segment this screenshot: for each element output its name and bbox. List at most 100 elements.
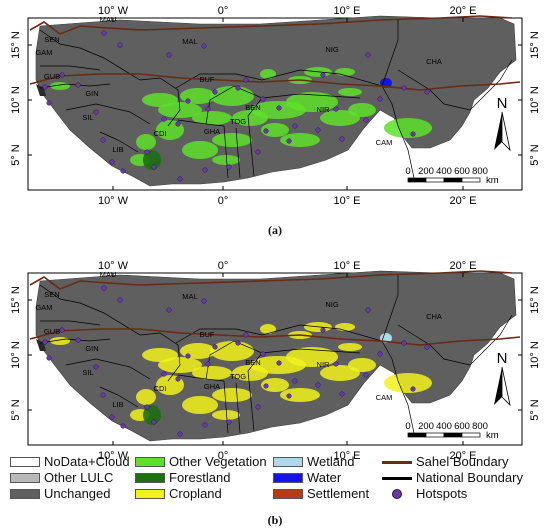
coast-islands: [36, 84, 46, 96]
legend-swatch: [10, 457, 40, 467]
lon-label-top: 10° E: [333, 260, 360, 272]
caption-a: (a): [268, 223, 282, 237]
legend-swatch: [273, 489, 303, 499]
hotspot-dot: [226, 419, 232, 425]
lat-label-right: 5° N: [529, 144, 541, 166]
country-label: BUF: [200, 75, 215, 84]
lon-label-bottom: 10° E: [333, 450, 360, 462]
hotspot-dot: [377, 351, 383, 357]
scale-tick-label: 600: [454, 166, 470, 177]
country-label: GAM: [35, 48, 52, 57]
legend-swatch: [10, 473, 40, 483]
country-label: GHA: [204, 382, 220, 391]
hotspot-dot: [101, 30, 107, 36]
national-boundary: [40, 65, 101, 71]
sahel-boundary-south: [29, 328, 521, 346]
national-boundary: [175, 69, 383, 89]
lat-label-left: 10° N: [10, 341, 22, 369]
scale-tick-label: 400: [436, 166, 452, 177]
hotspot-dot: [109, 159, 115, 165]
change-patch: [384, 373, 432, 393]
country-label: SIL: [82, 368, 93, 377]
north-arrow: [494, 112, 502, 150]
legend-label: Forestland: [169, 470, 231, 485]
sahel-boundary-north: [29, 270, 513, 290]
hotspot-dot: [42, 84, 48, 90]
hotspot-dot: [410, 131, 416, 137]
hotspot-dot: [255, 149, 261, 155]
legend-label: National Boundary: [416, 470, 523, 485]
change-patch: [320, 365, 360, 381]
lon-label-top: 20° E: [449, 5, 476, 17]
national-boundary: [65, 358, 151, 380]
change-patch: [192, 366, 232, 380]
hotspot-dot: [59, 72, 65, 78]
hotspot-dot: [202, 422, 208, 428]
hotspot-dot: [144, 149, 150, 155]
lon-label-bottom: 0°: [218, 450, 229, 462]
hotspot-dot: [202, 167, 208, 173]
country-label: MAU: [100, 15, 117, 24]
hotspot-dot: [315, 127, 321, 133]
hotspot-dot: [365, 52, 371, 58]
hotspot-dot: [339, 391, 345, 397]
caption-b: (b): [267, 513, 283, 527]
change-patch: [280, 133, 320, 147]
hotspot-dot: [401, 85, 407, 91]
hotspot-dot: [42, 339, 48, 345]
national-boundary: [223, 380, 229, 434]
map-b: MAU SEN GAM GUB GIN SIL LIB CDI GHA TOG BEN BUF MAL N…: [10, 260, 541, 462]
scale-bar-segment: [425, 432, 445, 438]
scale-tick-label: 800: [472, 166, 488, 177]
legend-label: Settlement: [307, 486, 370, 501]
legend-swatch: [135, 457, 165, 467]
country-label: BUF: [200, 330, 215, 339]
hotspot-dot: [161, 371, 167, 377]
national-boundary: [381, 20, 399, 87]
national-boundary: [205, 85, 263, 125]
lon-label-top: 20° E: [449, 260, 476, 272]
scale-tick-label: 800: [472, 421, 488, 432]
country-label: GIN: [85, 344, 98, 353]
lon-label-top: 0°: [218, 5, 229, 17]
lon-label-top: 10° W: [98, 260, 129, 272]
hotspot-dot: [424, 344, 430, 350]
national-boundary: [381, 275, 399, 342]
hotspot-dot: [363, 117, 369, 123]
scale-bar-segment: [407, 432, 427, 438]
national-boundary: [39, 284, 141, 336]
national-boundary: [223, 125, 229, 179]
lat-label-right: 15° N: [529, 31, 541, 59]
lat-label-left: 15° N: [10, 31, 22, 59]
lon-label-top: 10° W: [98, 5, 129, 17]
hotspot-dot: [243, 332, 249, 338]
change-patch: [180, 343, 216, 359]
change-patch: [212, 410, 240, 420]
legend-swatch: [382, 477, 412, 480]
hotspot-dot: [151, 419, 157, 425]
hotspot-dot: [263, 383, 269, 389]
change-patch: [335, 323, 355, 331]
country-label: SEN: [44, 290, 59, 299]
sahel-boundary-north: [29, 15, 513, 35]
hotspot-dot: [212, 344, 218, 350]
scale-bar-segment: [407, 177, 427, 183]
hotspot-dot: [410, 386, 416, 392]
hotspot-dot: [263, 128, 269, 134]
change-patch: [335, 68, 355, 76]
forestland-patch: [143, 405, 161, 425]
country-label: CHA: [426, 57, 442, 66]
scale-tick-label: 400: [436, 421, 452, 432]
national-boundary: [99, 131, 139, 153]
legend-swatch: [135, 473, 165, 483]
hotspot-dot: [365, 307, 371, 313]
national-boundary: [381, 340, 415, 434]
north-arrow: [501, 111, 511, 152]
hotspot-dot: [185, 98, 191, 104]
map-panel-a: MAU SEN GAM GUB GIN SIL LIB CDI GHA TOG BEN BUF MAL N…: [0, 0, 550, 235]
hotspot-dot: [46, 355, 52, 361]
legend-label: Hotspots: [416, 486, 468, 501]
lon-label-top: 0°: [218, 260, 229, 272]
change-patch: [212, 133, 252, 147]
change-patch: [338, 88, 362, 96]
